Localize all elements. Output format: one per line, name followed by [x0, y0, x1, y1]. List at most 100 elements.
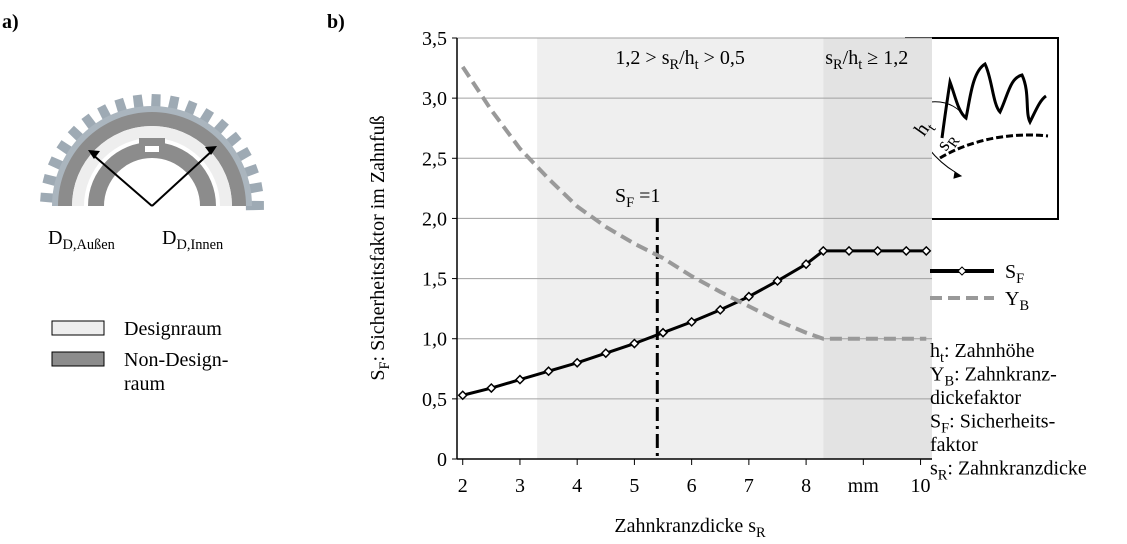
legend-label: raum — [124, 373, 166, 395]
text-part: Y — [930, 364, 944, 386]
note: ht: Zahnhöhe — [930, 340, 1035, 366]
text-part: : Zahnkranzdicke — [947, 458, 1086, 480]
marker — [872, 245, 883, 256]
x-tick-label: 7 — [744, 475, 754, 497]
arrow — [91, 153, 153, 207]
marker — [818, 245, 829, 256]
legend-swatch — [51, 351, 105, 367]
legend-swatch — [51, 320, 105, 336]
subscript: R — [938, 468, 948, 484]
text-part: S — [1005, 261, 1016, 283]
keyway-slot — [145, 146, 159, 152]
marker — [600, 348, 611, 359]
text-part: h — [930, 340, 940, 362]
text-part: s — [825, 47, 833, 69]
marker — [686, 316, 697, 327]
x-tick-label: 8 — [801, 475, 811, 497]
text-part: faktor — [930, 434, 978, 456]
text-part: Zahnkranzdicke s — [614, 515, 756, 537]
subscript: B — [944, 374, 954, 390]
x-axis-title: Zahnkranzdicke sR — [614, 515, 766, 541]
subscript: t — [858, 57, 862, 73]
legend-marker — [957, 266, 967, 276]
text-part: /h — [679, 47, 695, 69]
text-part: : Zahnhöhe — [944, 340, 1035, 362]
dimension-label: DD,Innen — [162, 227, 223, 253]
marker — [921, 245, 932, 256]
marker — [743, 291, 754, 302]
text-part: ≥ 1,2 — [862, 47, 908, 69]
legend-label: Non-Design- — [124, 349, 228, 371]
subscript: F — [1016, 271, 1024, 287]
marker — [572, 357, 583, 368]
y-tick-label: 0,5 — [422, 389, 447, 411]
text-part: > 0,5 — [699, 47, 745, 69]
series-line — [461, 65, 927, 341]
text-part: =1 — [634, 185, 660, 207]
subscript: R — [669, 57, 679, 73]
text-part: S — [615, 185, 626, 207]
y-tick-label: 2,5 — [422, 148, 447, 170]
marker — [543, 366, 554, 377]
y-tick-label: 1,5 — [422, 269, 447, 291]
dimension-label: DD,Außen — [48, 227, 115, 253]
note: faktor — [930, 434, 978, 456]
marker — [843, 245, 855, 256]
region-label: sR/ht ≥ 1,2 — [825, 47, 908, 73]
x-tick-label: 5 — [629, 475, 639, 497]
arrow — [151, 149, 214, 207]
note: sR: Zahnkranzdicke — [930, 458, 1087, 484]
marker — [457, 390, 468, 401]
ring — [58, 112, 246, 206]
x-tick-label: 2 — [458, 475, 468, 497]
subscript: R — [756, 525, 766, 541]
y-axis-title: SF: Sicherheitsfaktor im Zahnfuß — [367, 115, 393, 380]
subscript: t — [695, 57, 699, 73]
text-part: : Zahnkranz- — [954, 364, 1057, 386]
text-part: dickefaktor — [930, 387, 1021, 409]
subscript: D,Außen — [62, 237, 114, 253]
panel-label: b) — [327, 11, 345, 33]
panel-label: a) — [2, 11, 19, 33]
text-part: S — [930, 411, 941, 433]
region-label: 1,2 > sR/ht > 0,5 — [615, 47, 745, 73]
subscript: t — [940, 350, 944, 366]
note: SF: Sicherheits- — [930, 411, 1055, 437]
x-tick-label: 6 — [687, 475, 697, 497]
ring — [72, 126, 232, 206]
y-tick-label: 1,0 — [422, 329, 447, 351]
note: dickefaktor — [930, 387, 1021, 409]
reference-label: SF =1 — [615, 185, 660, 211]
subscript: F — [941, 421, 949, 437]
marker — [514, 374, 526, 385]
text-part: /h — [843, 47, 859, 69]
y-tick-label: 3,5 — [422, 28, 447, 50]
marker — [901, 245, 912, 256]
marker — [801, 259, 812, 270]
region — [537, 38, 824, 459]
subscript: D,Innen — [176, 237, 223, 253]
y-tick-label: 0 — [437, 449, 447, 471]
arrow-head — [88, 150, 100, 159]
text-part: : Sicherheits- — [949, 411, 1055, 433]
text-part: s — [930, 458, 938, 480]
x-tick-label: 10 — [911, 475, 931, 497]
text-part: Y — [1005, 288, 1019, 310]
legend-label: SF — [1005, 261, 1024, 287]
text-part: 1,2 > s — [615, 47, 669, 69]
subscript: F — [626, 195, 634, 211]
text-part: S — [367, 369, 389, 380]
x-tick-label: 4 — [572, 475, 582, 497]
subscript: R — [833, 57, 843, 73]
marker — [772, 275, 783, 287]
y-tick-label: 3,0 — [422, 88, 447, 110]
marker — [715, 304, 726, 315]
x-tick-label: mm — [848, 475, 880, 497]
x-tick-label: 3 — [515, 475, 525, 497]
arrow-head — [205, 146, 217, 155]
text-part: D — [48, 227, 62, 249]
ring — [88, 142, 216, 206]
subscript: F — [377, 361, 393, 369]
marker — [657, 327, 669, 338]
